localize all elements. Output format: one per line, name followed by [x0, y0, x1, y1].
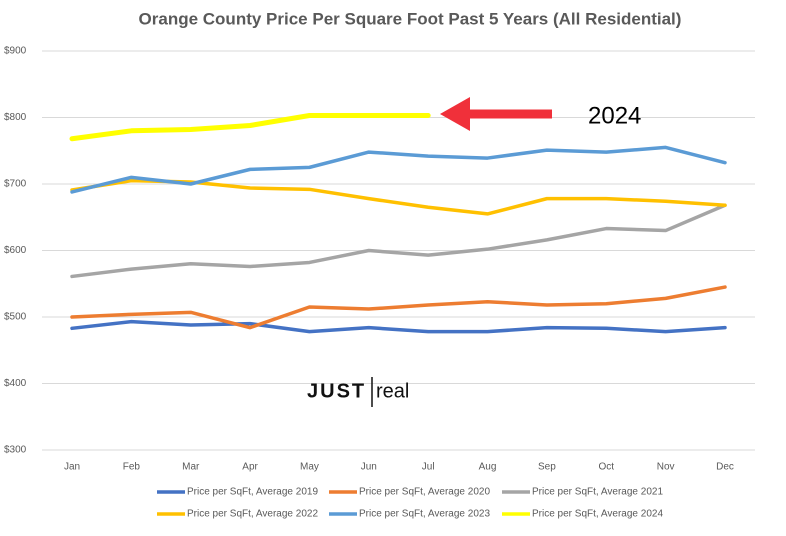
plot-area: $300 $400 $500 $600 $700 $800 $900 Jan Feb Mar Apr…	[4, 46, 755, 473]
legend-label: Price per SqFt, Average 2019	[187, 487, 318, 498]
legend-label: Price per SqFt, Average 2020	[359, 487, 490, 498]
y-tick-label: $800	[4, 112, 27, 123]
y-tick-label: $700	[4, 179, 27, 190]
y-tick-label: $900	[4, 46, 27, 57]
logo-text: real	[376, 380, 409, 402]
x-tick-label: Aug	[479, 462, 497, 473]
x-tick-label: Oct	[598, 462, 614, 473]
arrow	[440, 97, 552, 131]
y-tick-label: $500	[4, 312, 27, 323]
x-tick-label: Feb	[123, 462, 141, 473]
x-tick-label: Apr	[242, 462, 258, 473]
x-tick-label: Jun	[361, 462, 377, 473]
x-tick-label: Jan	[64, 462, 80, 473]
legend-label: Price per SqFt, Average 2022	[187, 509, 318, 520]
y-tick-label: $400	[4, 378, 27, 389]
annotation: 2024	[588, 102, 641, 129]
logo-text: JUST	[307, 380, 366, 402]
x-tick-label: Nov	[657, 462, 675, 473]
series-line	[69, 113, 431, 142]
y-tick-label: $300	[4, 445, 27, 456]
legend-label: Price per SqFt, Average 2023	[359, 509, 490, 520]
legend-label: Price per SqFt, Average 2021	[532, 487, 663, 498]
legend-label: Price per SqFt, Average 2024	[532, 509, 663, 520]
x-tick-label: Mar	[182, 462, 200, 473]
x-tick-label: May	[300, 462, 319, 473]
series-line	[70, 178, 727, 216]
x-tick-label: Sep	[538, 462, 556, 473]
chart-title: Orange County Price Per Square Foot Past…	[139, 9, 682, 28]
x-tick-label: Jul	[422, 462, 435, 473]
series-line	[70, 145, 727, 194]
series-line	[70, 319, 727, 334]
x-tick-label: Dec	[716, 462, 734, 473]
series-line	[70, 203, 727, 279]
y-tick-label: $600	[4, 245, 27, 256]
series-line	[70, 285, 727, 330]
